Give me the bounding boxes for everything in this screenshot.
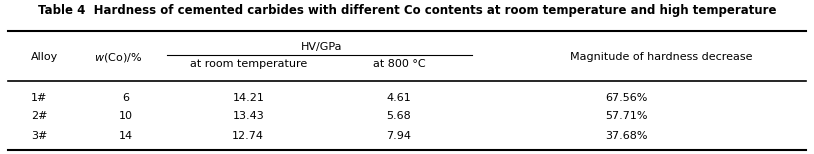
Text: 4.61: 4.61 — [387, 93, 411, 103]
Text: HV/GPa: HV/GPa — [301, 42, 342, 52]
Text: 57.71%: 57.71% — [606, 111, 648, 121]
Text: 6: 6 — [123, 93, 129, 103]
Text: Table 4  Hardness of cemented carbides with different Co contents at room temper: Table 4 Hardness of cemented carbides wi… — [37, 4, 777, 17]
Text: $w$(Co)/%: $w$(Co)/% — [94, 51, 142, 64]
Text: 2#: 2# — [31, 111, 47, 121]
Text: at 800 °C: at 800 °C — [373, 59, 425, 69]
Text: 13.43: 13.43 — [232, 111, 265, 121]
Text: 5.68: 5.68 — [387, 111, 411, 121]
Text: 14: 14 — [119, 131, 133, 141]
Text: 14.21: 14.21 — [232, 93, 265, 103]
Text: Magnitude of hardness decrease: Magnitude of hardness decrease — [570, 52, 752, 62]
Text: 67.56%: 67.56% — [606, 93, 648, 103]
Text: 7.94: 7.94 — [387, 131, 411, 141]
Text: 12.74: 12.74 — [232, 131, 265, 141]
Text: Alloy: Alloy — [31, 52, 58, 62]
Text: 37.68%: 37.68% — [606, 131, 648, 141]
Text: 3#: 3# — [31, 131, 47, 141]
Text: 1#: 1# — [31, 93, 47, 103]
Text: at room temperature: at room temperature — [190, 59, 307, 69]
Text: 10: 10 — [119, 111, 133, 121]
